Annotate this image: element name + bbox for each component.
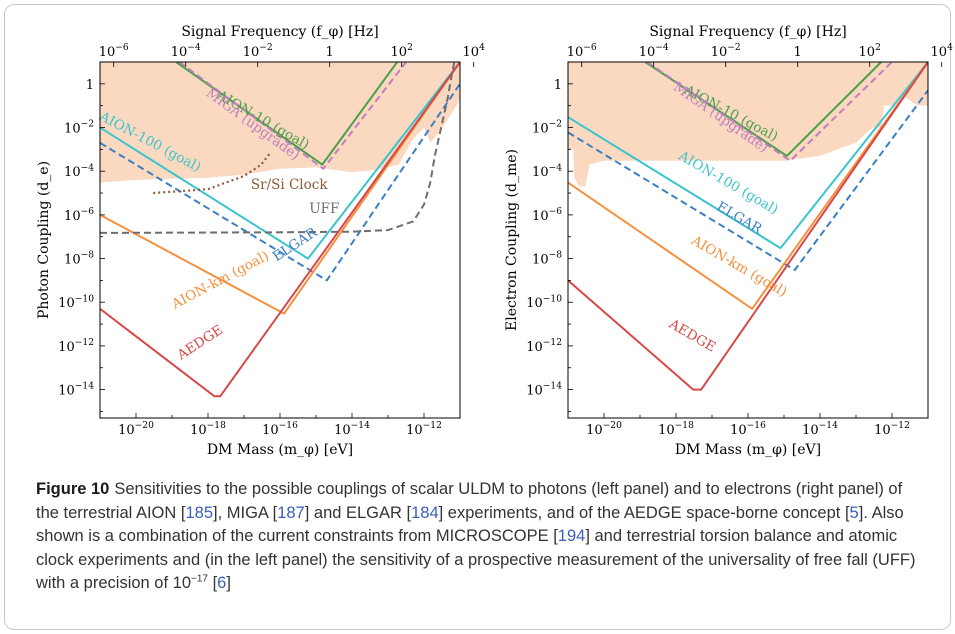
x-tick-label: 10−14 <box>802 421 838 438</box>
chart-panel-right: AION-10 (goal)MIGA (upgrade)AION-100 (go… <box>504 24 953 458</box>
y-tick-label: 10−14 <box>58 382 94 399</box>
top-tick-label: 1 <box>794 45 802 60</box>
series-label-aedge: AEDGE <box>665 316 718 356</box>
citation-link[interactable]: 6 <box>217 574 227 592</box>
y-tick-label: 10−12 <box>526 338 562 355</box>
y-tick-label: 1 <box>86 78 94 93</box>
y-axis-label: Electron Coupling (d_me) <box>504 149 520 331</box>
x-tick-label: 10−12 <box>406 421 442 438</box>
citation-link[interactable]: 184 <box>411 503 439 522</box>
excluded-region <box>100 62 460 183</box>
top-axis-label: Signal Frequency (f_φ) [Hz] <box>649 24 846 40</box>
series-aion-10-goal <box>644 62 882 157</box>
caption-fragment: ] and ELGAR [ <box>304 503 412 522</box>
citation-link[interactable]: 187 <box>277 503 305 522</box>
figure-label: Figure 10 <box>36 480 110 498</box>
series-label-elgar: ELGAR <box>270 224 321 265</box>
caption-fragment: ]. Also shown is a combination of the cu… <box>36 503 904 546</box>
y-tick-label: 10−2 <box>532 120 562 137</box>
caption-fragment: ] experiments, and of the AEDGE space-bo… <box>438 503 850 522</box>
caption-fragment: [ <box>207 574 218 592</box>
series-label-aion-km-goal: AION-km (goal) <box>168 248 271 313</box>
y-tick-label: 10−6 <box>64 207 94 224</box>
y-tick-label: 1 <box>554 78 562 93</box>
top-axis-label: Signal Frequency (f_φ) [Hz] <box>181 24 378 40</box>
citation-link[interactable]: 185 <box>185 503 213 522</box>
series-label-sr-si-clock: Sr/Si Clock <box>251 177 328 193</box>
y-tick-label: 10−10 <box>58 294 94 311</box>
citation-link[interactable]: 5 <box>849 503 859 522</box>
series-aion-100-goal <box>100 62 460 260</box>
top-tick-label: 1 <box>326 45 334 60</box>
series-miga-upgrade <box>646 62 893 162</box>
series-aion-km-goal <box>100 62 460 315</box>
x-tick-label: 10−16 <box>262 421 298 438</box>
x-axis-label: DM Mass (m_φ) [eV] <box>207 442 353 458</box>
y-tick-label: 10−2 <box>64 120 94 137</box>
chart-panel-left: AION-10 (goal)MIGA (upgrade)AION-100 (go… <box>36 24 485 458</box>
x-tick-label: 10−12 <box>874 421 910 438</box>
top-tick-label: 10−4 <box>171 43 201 60</box>
series-label-uff: UFF <box>309 201 339 217</box>
series-label-aion-km-goal: AION-km (goal) <box>688 232 790 300</box>
x-tick-label: 10−20 <box>586 421 622 438</box>
caption-fragment: ], MIGA [ <box>213 503 278 522</box>
y-axis-label: Photon Coupling (d_e) <box>36 161 52 319</box>
y-tick-label: 10−12 <box>58 338 94 355</box>
y-tick-label: 10−10 <box>526 294 562 311</box>
series-elgar <box>100 83 460 282</box>
y-tick-label: 10−4 <box>64 163 94 180</box>
caption-text: Sensitivities to the possible couplings … <box>36 480 915 592</box>
top-tick-label: 10−6 <box>567 43 597 60</box>
top-tick-label: 10−2 <box>243 43 273 60</box>
top-tick-label: 102 <box>859 43 881 60</box>
top-tick-label: 10−6 <box>99 43 129 60</box>
x-tick-label: 10−18 <box>190 421 226 438</box>
figure-charts: AION-10 (goal)MIGA (upgrade)AION-100 (go… <box>36 24 953 458</box>
series-aedge <box>568 62 928 391</box>
series-aion-km-goal <box>568 62 928 310</box>
top-tick-label: 102 <box>391 43 413 60</box>
x-axis-label: DM Mass (m_φ) [eV] <box>675 442 821 458</box>
series-sr-si-clock <box>153 153 271 195</box>
x-tick-label: 10−20 <box>118 421 154 438</box>
series-miga-upgrade <box>178 62 407 170</box>
caption-superscript: −17 <box>191 573 208 585</box>
citation-link[interactable]: 194 <box>557 527 586 545</box>
series-aedge <box>100 62 460 398</box>
top-tick-label: 10−2 <box>711 43 741 60</box>
caption-fragment: ] and terrestrial torsion balance and at… <box>36 527 916 592</box>
caption-fragment: ] <box>226 574 231 592</box>
y-tick-label: 10−4 <box>532 163 562 180</box>
series-aion-100-goal <box>568 62 928 250</box>
series-uff <box>100 62 456 234</box>
x-tick-label: 10−16 <box>730 421 766 438</box>
x-tick-label: 10−18 <box>658 421 694 438</box>
figure-caption: Figure 10 Sensitivities to the possible c… <box>36 478 916 596</box>
y-tick-label: 10−14 <box>526 382 562 399</box>
top-tick-label: 104 <box>931 43 954 60</box>
y-tick-label: 10−6 <box>532 207 562 224</box>
caption-fragment: Sensitivities to the possible couplings … <box>36 480 903 522</box>
top-tick-label: 10−4 <box>639 43 669 60</box>
x-tick-label: 10−14 <box>334 421 370 438</box>
series-label-aedge: AEDGE <box>174 322 226 364</box>
excluded-region <box>568 62 928 187</box>
y-tick-label: 10−8 <box>64 251 94 268</box>
y-tick-label: 10−8 <box>532 251 562 268</box>
series-elgar <box>568 89 928 271</box>
top-tick-label: 104 <box>463 43 486 60</box>
